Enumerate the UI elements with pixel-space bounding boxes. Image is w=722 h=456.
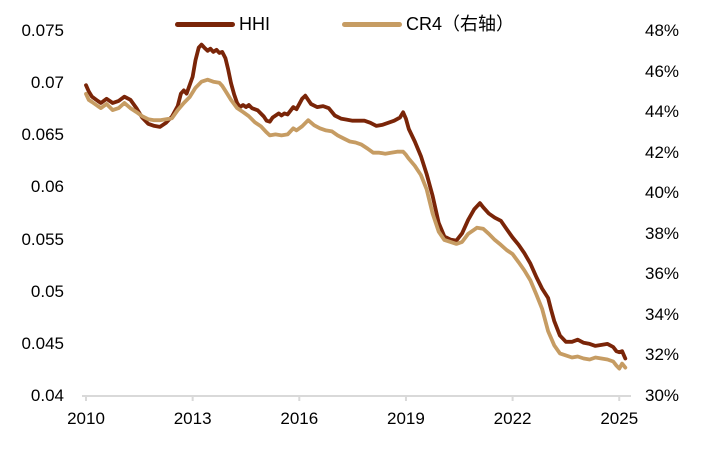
y-axis-right-tick-label: 30%	[645, 386, 680, 405]
legend-item-hhi: HHI	[175, 14, 270, 34]
cr4-line-swatch	[342, 21, 402, 27]
y-axis-left-tick-label: 0.06	[30, 177, 64, 197]
y-axis-right-tick-label: 38%	[645, 223, 680, 243]
y-axis-right-tick-label: 44%	[645, 102, 680, 122]
cr4-legend-label: CR4（右轴）	[406, 14, 515, 34]
y-axis-left-tick-label: 0.07	[30, 73, 64, 93]
x-axis-tick-label: 2016	[280, 409, 319, 428]
y-axis-left-tick-label: 0.04	[30, 386, 64, 405]
y-axis-right-tick-label: 34%	[645, 304, 680, 324]
y-axis-right-tick-label: 46%	[645, 61, 680, 81]
x-axis-tick-label: 2013	[173, 409, 212, 428]
hhi-line	[84, 42, 628, 361]
y-axis-left-tick-label: 0.055	[21, 229, 64, 249]
x-axis-tick-label: 2025	[600, 409, 639, 428]
y-axis-right-tick-label: 48%	[645, 21, 680, 40]
y-axis-left-tick-label: 0.045	[21, 333, 64, 353]
y-axis-right-tick-label: 32%	[645, 345, 680, 365]
y-axis-left-tick-label: 0.065	[21, 125, 64, 145]
x-axis-tick-label: 2019	[387, 409, 425, 428]
y-axis-right-tick-label: 36%	[645, 264, 680, 284]
hhi-line-swatch	[175, 21, 235, 27]
x-axis-tick-label: 2022	[493, 409, 532, 428]
cr4-line	[84, 77, 628, 371]
y-axis-left-tick-label: 0.075	[21, 21, 64, 40]
y-axis-left-tick-label: 0.05	[30, 281, 64, 301]
hhi-legend-label: HHI	[239, 14, 270, 34]
y-axis-right-tick-label: 40%	[645, 183, 680, 203]
x-axis-tick-label: 2010	[67, 409, 105, 428]
legend-item-cr4: CR4（右轴）	[342, 14, 514, 34]
y-axis-right-tick-label: 42%	[645, 142, 680, 162]
legend: HHI CR4（右轴）	[175, 14, 514, 34]
